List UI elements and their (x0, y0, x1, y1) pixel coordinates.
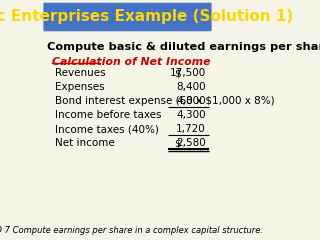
Text: 8,400: 8,400 (176, 82, 206, 92)
Text: Revenues: Revenues (55, 68, 106, 78)
Text: 4,800: 4,800 (176, 96, 206, 106)
Text: Net income: Net income (55, 138, 115, 148)
Text: $: $ (174, 68, 181, 78)
Text: Income before taxes: Income before taxes (55, 110, 161, 120)
Text: $: $ (174, 138, 181, 148)
Text: 2,580: 2,580 (176, 138, 206, 148)
Text: Dirac Enterprises Example (Solution 1): Dirac Enterprises Example (Solution 1) (0, 10, 294, 24)
Text: 4,300: 4,300 (176, 110, 206, 120)
Text: Bond interest expense (60 x $1,000 x 8%): Bond interest expense (60 x $1,000 x 8%) (55, 96, 275, 106)
Text: Income taxes (40%): Income taxes (40%) (55, 124, 159, 134)
Text: 1,720: 1,720 (176, 124, 206, 134)
Text: Compute basic & diluted earnings per share for 2007.: Compute basic & diluted earnings per sha… (47, 42, 320, 52)
Text: Calculation of Net Income: Calculation of Net Income (52, 57, 210, 67)
Text: Expenses: Expenses (55, 82, 105, 92)
Text: 17,500: 17,500 (170, 68, 206, 78)
FancyBboxPatch shape (44, 3, 211, 31)
Text: LO 7 Compute earnings per share in a complex capital structure.: LO 7 Compute earnings per share in a com… (0, 226, 263, 235)
